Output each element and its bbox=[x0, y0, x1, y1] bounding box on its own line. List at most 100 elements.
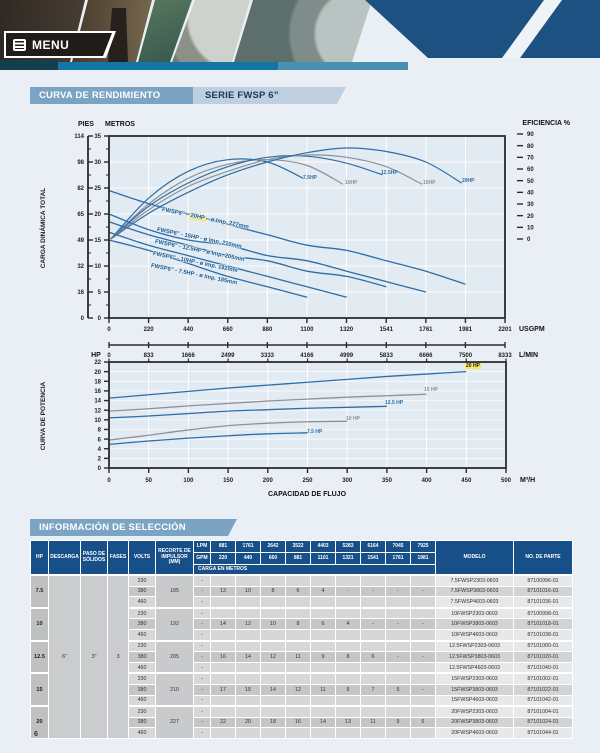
head-value-cell: 9 bbox=[335, 683, 361, 696]
head-value-cell bbox=[410, 694, 436, 707]
modelo-cell: 12.5FWSP3803-0603 bbox=[435, 651, 514, 663]
m3h-tick: 250 bbox=[302, 478, 313, 484]
head-value-cell: 6 bbox=[310, 618, 336, 630]
eff-tick: 80 bbox=[527, 144, 534, 150]
head-value-cell bbox=[385, 639, 411, 653]
lpm-cell: - bbox=[193, 705, 211, 718]
head-value-cell bbox=[385, 705, 411, 718]
table-row-20-230: 20 230 227- 20FWSP2303-0603 87101004-01 bbox=[30, 705, 573, 739]
lmin-tick: 3333 bbox=[261, 353, 275, 359]
gpm-value-header: 1321 bbox=[335, 552, 361, 565]
head-value-cell: - bbox=[385, 651, 411, 663]
head-value-cell: 8 bbox=[285, 618, 311, 630]
col-header-modelo: MODELO bbox=[435, 540, 514, 576]
lpm-cell: - bbox=[193, 694, 211, 707]
modelo-cell: 10FWSP2303-0603 bbox=[435, 606, 514, 620]
head-value-cell: - bbox=[385, 585, 411, 598]
head-value-cell bbox=[310, 596, 336, 609]
col-header-paso: PASO DE SÓLIDOS bbox=[80, 540, 108, 576]
head-value-cell: 12 bbox=[285, 683, 311, 696]
hp-tick: 0 bbox=[98, 466, 102, 472]
head-value-cell: 9 bbox=[385, 716, 411, 729]
power-curve-12.5 HP bbox=[108, 405, 387, 419]
head-value-cell bbox=[285, 727, 311, 739]
head-value-cell bbox=[235, 727, 261, 739]
head-curve-12.5HP bbox=[108, 221, 387, 288]
head-value-cell: 13 bbox=[210, 585, 236, 598]
table-row-20-460: 460 - 20FWSP4603-0603 87101044-01 bbox=[31, 727, 573, 739]
parte-cell: 87100996-01 bbox=[513, 573, 573, 587]
chart2-xlabel: CAPACIDAD DE FLUJO bbox=[268, 491, 347, 498]
m3h-tick: 150 bbox=[223, 478, 234, 484]
hp-cell: 7.5 bbox=[30, 574, 49, 609]
lmin-tick: 2499 bbox=[221, 353, 235, 359]
lpm-cell: - bbox=[193, 628, 211, 642]
head-value-cell bbox=[310, 606, 336, 620]
gpm-value-header: 660 bbox=[260, 552, 286, 565]
efficiency-curve-7.5HP bbox=[110, 158, 304, 240]
power-curve-15 HP bbox=[108, 393, 427, 412]
m3h-tick: 400 bbox=[422, 478, 433, 484]
head-value-cell bbox=[410, 639, 436, 653]
parte-cell: 87101036-01 bbox=[513, 596, 573, 609]
head-value-cell bbox=[385, 694, 411, 707]
head-value-cell bbox=[310, 727, 336, 739]
head-value-cell bbox=[285, 694, 311, 707]
power-curve-10 HP bbox=[108, 420, 348, 441]
head-value-cell: - bbox=[335, 585, 361, 598]
head-value-cell bbox=[210, 672, 236, 685]
head-value-cell bbox=[260, 596, 286, 609]
eff-tick: 50 bbox=[527, 179, 534, 185]
hp-tick: 18 bbox=[94, 379, 101, 385]
usgpm-tick: 1981 bbox=[459, 327, 473, 333]
menu-button[interactable]: MENU bbox=[4, 31, 116, 58]
head-value-cell: 8 bbox=[335, 651, 361, 663]
hp-tick: 22 bbox=[94, 360, 101, 366]
pies-tick: 82 bbox=[77, 186, 84, 192]
volts-cell: 380 bbox=[128, 618, 156, 630]
header-stripe bbox=[0, 60, 600, 70]
head-value-cell bbox=[260, 573, 286, 587]
gpm-value-header: 440 bbox=[235, 552, 261, 565]
lmin-tick: 4999 bbox=[340, 353, 354, 359]
parte-cell: 87101024-01 bbox=[513, 716, 573, 729]
parte-cell: 87101022-01 bbox=[513, 683, 573, 696]
m3h-tick: 200 bbox=[263, 478, 274, 484]
volts-cell: 380 bbox=[128, 683, 156, 696]
power-curve-20 HP bbox=[108, 370, 467, 399]
lpm-value-header: 4403 bbox=[310, 540, 336, 553]
head-value-cell bbox=[260, 628, 286, 642]
head-value-cell bbox=[210, 661, 236, 674]
modelo-cell: 12.5FWSP2303-0603 bbox=[435, 639, 514, 653]
head-value-cell: - bbox=[385, 618, 411, 630]
head-value-cell bbox=[260, 639, 286, 653]
modelo-cell: 15FWSP2303-0603 bbox=[435, 672, 514, 685]
usgpm-tick: 440 bbox=[183, 327, 194, 333]
gpm-value-header: 1981 bbox=[410, 552, 436, 565]
head-value-cell: 14 bbox=[210, 618, 236, 630]
lpm-cell: - bbox=[193, 661, 211, 674]
eff-tick: 10 bbox=[527, 226, 534, 232]
lpm-cell: - bbox=[193, 606, 211, 620]
head-value-cell bbox=[235, 606, 261, 620]
table-row-15-380: 380-17 15 14 12 11 9 7 5-15FWSP3803-0603 8710102… bbox=[31, 683, 573, 696]
modelo-cell: 15FWSP4603-0603 bbox=[435, 694, 514, 707]
head-value-cell bbox=[360, 628, 386, 642]
hp-tick: 12 bbox=[94, 408, 101, 414]
head-value-cell bbox=[410, 672, 436, 685]
head-value-cell bbox=[285, 573, 311, 587]
usgpm-tick: 1320 bbox=[340, 327, 354, 333]
table-row-20-380: 380 -22 20 18 16 14 13 11 9 6 20FWSP3803-0603 87101… bbox=[31, 716, 573, 729]
series-label-banner: SERIE FWSP 6” bbox=[193, 87, 346, 104]
lmin-tick: 8333 bbox=[498, 353, 512, 359]
metros-tick: 30 bbox=[94, 160, 101, 166]
gpm-value-header: 1541 bbox=[360, 552, 386, 565]
gpm-value-header: 1761 bbox=[385, 552, 411, 565]
head-value-cell bbox=[235, 661, 261, 674]
head-value-cell bbox=[385, 661, 411, 674]
head-value-cell bbox=[310, 694, 336, 707]
eff-tick: 20 bbox=[527, 214, 534, 220]
